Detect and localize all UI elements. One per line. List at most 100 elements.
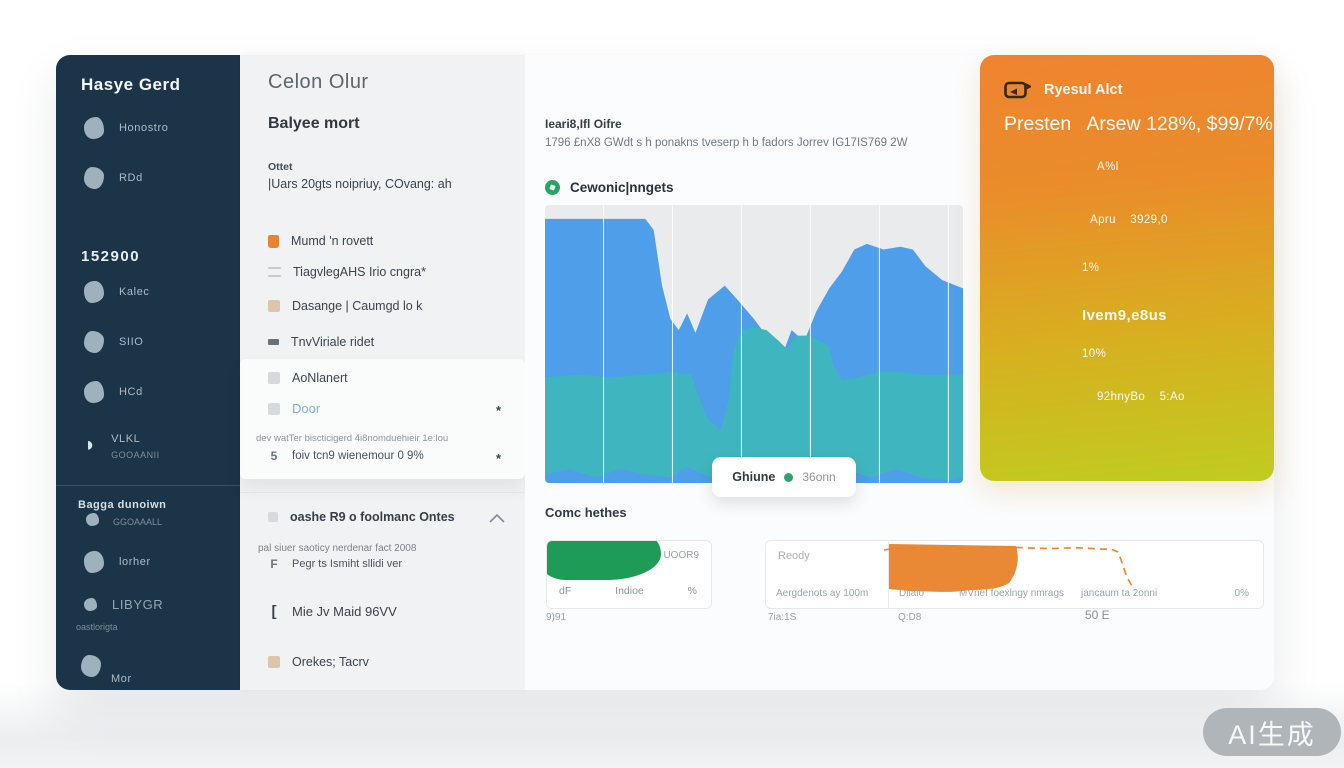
alert-panel: Ryesul Alct Presten Arsew 128%, $99/7% A…	[980, 55, 1274, 481]
chart-areas	[545, 218, 963, 483]
nav-icon	[84, 331, 104, 353]
sidebar-item-label-group: VLKL GOOAANII	[111, 429, 160, 460]
tooltip-label: Ghiune	[732, 470, 776, 484]
chart-svg	[545, 205, 963, 483]
list-item-label: foiv tcn9 wienemour 0 9%	[292, 450, 424, 462]
sidebar-item-kalec[interactable]: Kalec	[84, 281, 150, 303]
list-item[interactable]: [ Mie Jv Maid 96VV	[268, 603, 397, 620]
sidebar-item-mor[interactable]: Mor	[111, 673, 132, 685]
metric-col: %	[687, 585, 697, 597]
sidebar-item-label: Honostro	[119, 122, 169, 134]
nav-icon	[84, 167, 104, 189]
card-footnote: Q:D8	[898, 612, 922, 623]
elevated-card: AoNlanert Door * dev watTer biscticigerd…	[240, 359, 525, 479]
list-item-label: Pegr ts Ismiht sllidi ver	[292, 558, 403, 570]
sidebar-item-label: Kalec	[119, 286, 150, 298]
list-item[interactable]: TiagvlegAHS Irio cngra*	[268, 265, 426, 279]
metric-columns: dF Indioe %	[559, 585, 697, 597]
list-item[interactable]: Dasange | Caumgd lo k	[268, 299, 422, 313]
metric-col: 0%	[1234, 588, 1249, 599]
sidebar: Hasye Gerd Honostro RDd 152900 Kalec SII…	[56, 55, 240, 690]
list-item[interactable]: TnvViriale ridet	[268, 335, 374, 349]
list-item[interactable]: Orekes; Tacrv	[268, 655, 369, 669]
card-divider	[888, 541, 889, 608]
legend-dot-icon	[784, 472, 794, 482]
dash-icon	[268, 339, 279, 345]
sidebar-item-label: HCd	[119, 386, 143, 398]
list-item-label: AoNlanert	[292, 371, 348, 385]
field-value: |Uars 20gts noipriuy, COvang: ah	[268, 177, 452, 191]
list-item-door[interactable]: Door	[268, 401, 320, 416]
alert-row: 10%	[1082, 348, 1107, 360]
stacked-area-chart[interactable]	[545, 205, 963, 483]
panel-subtitle: Balyee mort	[268, 115, 360, 132]
chevron-up-icon[interactable]	[489, 510, 505, 528]
sidebar-item-siio[interactable]: SIIO	[84, 331, 143, 353]
card-footnote: 9)91	[546, 612, 567, 623]
metric-card-left[interactable]: UOOR9 dF Indioe %	[546, 540, 712, 609]
metric-col: Diiaio	[899, 588, 925, 599]
alert-headline: Presten Arsew 128%, $99/7%	[1004, 113, 1273, 135]
tooltip-value: 36onn	[802, 470, 836, 484]
sidebar-divider	[56, 485, 240, 486]
list-item[interactable]: Mumd 'n rovett	[268, 234, 373, 248]
orange-sparkline	[883, 544, 1133, 592]
dashboard-frame: Hasye Gerd Honostro RDd 152900 Kalec SII…	[56, 55, 1274, 690]
main-small-title: Ieari8,Ifl Oifre	[545, 117, 622, 131]
alert-row: Apru 3929,0	[1090, 214, 1168, 226]
section-icon	[86, 513, 99, 526]
list-item[interactable]: F Pegr ts Ismiht sllidi ver	[268, 557, 402, 571]
alert-title: Ryesul Alct	[1044, 81, 1123, 98]
metric-col: MVnef foexlngy nmrags	[959, 588, 1065, 599]
metric-col: Indioe	[615, 585, 644, 597]
metric-col: Aergdenots ay 100m	[776, 588, 869, 599]
note-text: dev watTer biscticigerd 4i8nomduehieir 1…	[256, 433, 449, 444]
sidebar-item-label: RDd	[119, 172, 143, 184]
list-item-label: TiagvlegAHS Irio cngra*	[293, 265, 426, 279]
alert-row: A%l	[1097, 161, 1119, 173]
alert-row: 92hnyBo 5:Ao	[1097, 391, 1185, 403]
alert-header: Ryesul Alct	[1004, 79, 1122, 100]
nav-icon	[84, 117, 104, 139]
metrics-title: Comc hethes	[545, 505, 627, 520]
link-label[interactable]: Door	[292, 401, 321, 416]
sidebar-item-libygr[interactable]: LIBYGR	[84, 597, 163, 612]
swatch-icon	[268, 300, 280, 312]
list-item[interactable]: AoNlanert	[268, 371, 348, 385]
alert-row: 1%	[1082, 262, 1100, 274]
nav-icon	[84, 381, 104, 403]
nav-icon	[84, 551, 104, 573]
chart-section-header: Cewonic|nngets	[545, 180, 674, 195]
sidebar-item-vlkl[interactable]: ◗ VLKL GOOAANII	[84, 429, 160, 460]
list-item[interactable]: 5 foiv tcn9 wienemour 0 9%	[268, 449, 424, 463]
collapse-row[interactable]: oashe R9 o foolmanc Ontes	[268, 510, 455, 524]
square-icon	[268, 372, 280, 384]
card-footnote: 7ia:1S	[768, 612, 797, 623]
list-item-label: Dasange | Caumgd lo k	[292, 299, 423, 313]
main-subtitle: 1796 £nX8 GWdt s h ponakns tveserp h b f…	[545, 137, 908, 149]
alert-row: Ivem9,e8us	[1082, 307, 1167, 324]
badge-icon: 5	[270, 449, 278, 463]
sidebar-item-honostro[interactable]: Honostro	[84, 117, 168, 139]
metric-card-right[interactable]: Reody Aergdenots ay 100m Diiaio MVnef fo…	[765, 540, 1264, 609]
metric-label: Reody	[778, 550, 810, 562]
square-icon	[268, 402, 280, 415]
sidebar-item-lorher[interactable]: lorher	[84, 551, 151, 573]
sidebar-item-label: SIIO	[119, 336, 144, 348]
sidebar-item-label: lorher	[119, 556, 151, 568]
flag-icon	[1004, 81, 1031, 99]
list-lines-icon	[268, 267, 281, 277]
list-item-label: Mie Jv Maid 96VV	[292, 604, 397, 619]
sidebar-item-rdd[interactable]: RDd	[84, 167, 143, 189]
sidebar-section-sub: GGOAAALL	[113, 517, 163, 527]
letter-icon: F	[270, 557, 278, 571]
list-item-label: Mumd 'n rovett	[291, 234, 374, 248]
swatch-icon	[268, 656, 280, 668]
sidebar-item-sub: oastlorigta	[76, 622, 118, 632]
chart-tooltip: Ghiune 36onn	[712, 457, 856, 497]
card-footnote: 50 E	[1085, 608, 1110, 622]
sidebar-item-hcd[interactable]: HCd	[84, 381, 143, 403]
list-item-label: TnvViriale ridet	[291, 335, 375, 349]
nav-icon	[81, 655, 101, 677]
